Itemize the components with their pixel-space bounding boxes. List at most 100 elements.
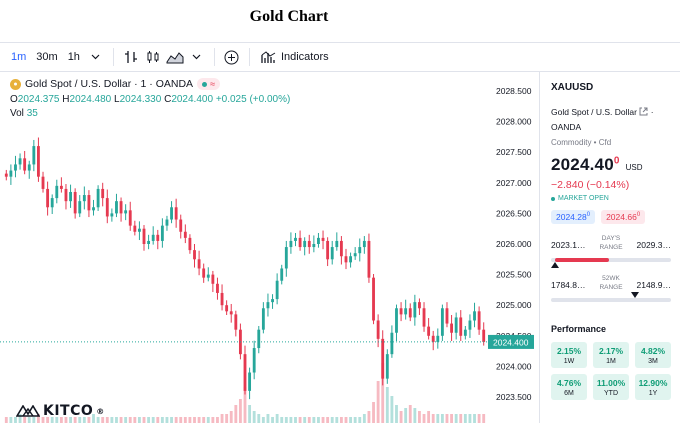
candle-body[interactable] xyxy=(418,302,421,309)
candle-body[interactable] xyxy=(220,292,224,306)
candle-body[interactable] xyxy=(358,247,362,254)
chevron-down-icon[interactable] xyxy=(85,46,107,68)
area-chart-icon[interactable] xyxy=(164,46,186,68)
candle-body[interactable] xyxy=(206,274,210,278)
candle-body[interactable] xyxy=(216,283,219,293)
candlestick-chart[interactable]: 2028.500 2028.000 2027.500 2027.000 2026.500… xyxy=(0,72,538,423)
ask-price[interactable]: 2024.660 xyxy=(601,210,646,224)
candle-body[interactable] xyxy=(344,256,348,263)
candle-body[interactable] xyxy=(4,173,8,177)
candle-body[interactable] xyxy=(450,323,453,333)
candle-body[interactable] xyxy=(55,185,59,199)
candle-body[interactable] xyxy=(312,244,316,248)
candle-body[interactable] xyxy=(46,188,50,208)
candle-body[interactable] xyxy=(440,308,444,336)
candle-body[interactable] xyxy=(110,213,114,217)
candle-body[interactable] xyxy=(147,240,151,244)
candle-body[interactable] xyxy=(376,320,380,339)
candle-body[interactable] xyxy=(367,240,371,278)
candle-body[interactable] xyxy=(473,311,476,321)
candle-body[interactable] xyxy=(124,210,128,214)
candle-body[interactable] xyxy=(372,277,375,321)
candle-body[interactable] xyxy=(248,372,252,391)
candle-body[interactable] xyxy=(96,188,100,208)
candle-body[interactable] xyxy=(128,210,132,226)
candle-body[interactable] xyxy=(142,228,146,244)
candle-body[interactable] xyxy=(339,240,343,257)
candle-body[interactable] xyxy=(275,280,279,300)
candle-body[interactable] xyxy=(188,237,192,251)
candle-body[interactable] xyxy=(353,253,357,257)
candle-body[interactable] xyxy=(18,158,22,165)
indicators-button[interactable]: Indicators xyxy=(256,45,334,69)
candle-body[interactable] xyxy=(137,228,141,232)
candle-body[interactable] xyxy=(413,302,417,318)
candle-body[interactable] xyxy=(69,191,72,202)
interval-1m-button[interactable]: 1m xyxy=(11,51,27,63)
performance-cell-1y[interactable]: 12.90% 1Y xyxy=(635,374,671,400)
candle-body[interactable] xyxy=(335,240,339,248)
candle-body[interactable] xyxy=(252,348,256,373)
candle-body[interactable] xyxy=(436,335,440,342)
candle-body[interactable] xyxy=(73,191,77,214)
candle-body[interactable] xyxy=(477,311,481,330)
candle-body[interactable] xyxy=(234,314,238,330)
candle-body[interactable] xyxy=(202,268,206,278)
candle-body[interactable] xyxy=(463,329,467,336)
candle-body[interactable] xyxy=(9,170,13,177)
candle-body[interactable] xyxy=(105,198,109,217)
performance-cell-1m[interactable]: 2.17% 1M xyxy=(593,342,629,368)
candle-body[interactable] xyxy=(243,354,247,391)
candle-body[interactable] xyxy=(294,237,297,241)
candle-body[interactable] xyxy=(431,335,435,342)
candle-body[interactable] xyxy=(404,308,408,315)
candle-body[interactable] xyxy=(349,256,353,263)
candle-body[interactable] xyxy=(59,185,63,189)
candle-body[interactable] xyxy=(385,354,389,379)
candle-body[interactable] xyxy=(197,259,201,269)
candle-body[interactable] xyxy=(160,225,164,241)
candle-body[interactable] xyxy=(399,308,403,315)
candle-body[interactable] xyxy=(119,201,123,214)
candle-body[interactable] xyxy=(151,234,155,241)
candle-body[interactable] xyxy=(101,188,105,199)
candle-body[interactable] xyxy=(78,201,82,214)
candle-body[interactable] xyxy=(468,320,472,330)
performance-cell-6m[interactable]: 4.76% 6M xyxy=(551,374,587,400)
candle-body[interactable] xyxy=(133,225,137,232)
candle-body[interactable] xyxy=(298,237,302,248)
candle-body[interactable] xyxy=(445,308,449,324)
candle-body[interactable] xyxy=(284,247,288,269)
candle-body[interactable] xyxy=(289,240,293,248)
candle-body[interactable] xyxy=(64,188,68,202)
candle-body[interactable] xyxy=(14,164,17,171)
candle-body[interactable] xyxy=(115,201,118,214)
candle-body[interactable] xyxy=(381,338,385,379)
performance-cell-ytd[interactable]: 11.00% YTD xyxy=(593,374,629,400)
candle-body[interactable] xyxy=(390,332,394,355)
instrument-name-text[interactable]: Gold Spot / U.S. Dollar xyxy=(551,107,637,117)
candle-body[interactable] xyxy=(408,308,412,318)
candle-body[interactable] xyxy=(87,195,91,211)
candle-body[interactable] xyxy=(170,207,173,220)
candle-body[interactable] xyxy=(229,311,233,315)
candle-body[interactable] xyxy=(50,198,54,208)
candle-body[interactable] xyxy=(41,176,45,189)
interval-1h-button[interactable]: 1h xyxy=(67,51,80,63)
candle-body[interactable] xyxy=(211,274,215,284)
candle-body[interactable] xyxy=(317,237,320,244)
candle-body[interactable] xyxy=(92,207,95,211)
candle-body[interactable] xyxy=(23,158,27,171)
performance-cell-1w[interactable]: 2.15% 1W xyxy=(551,342,587,368)
candle-body[interactable] xyxy=(261,308,265,330)
candle-body[interactable] xyxy=(225,305,229,312)
candle-body[interactable] xyxy=(459,317,463,336)
chevron-down-icon[interactable] xyxy=(186,46,208,68)
candle-body[interactable] xyxy=(156,234,160,241)
candle-body[interactable] xyxy=(427,326,431,336)
candle-body[interactable] xyxy=(82,195,86,202)
candle-body[interactable] xyxy=(271,299,274,303)
external-link-icon[interactable] xyxy=(639,106,648,120)
candle-body[interactable] xyxy=(422,308,426,327)
candle-body[interactable] xyxy=(266,302,270,309)
